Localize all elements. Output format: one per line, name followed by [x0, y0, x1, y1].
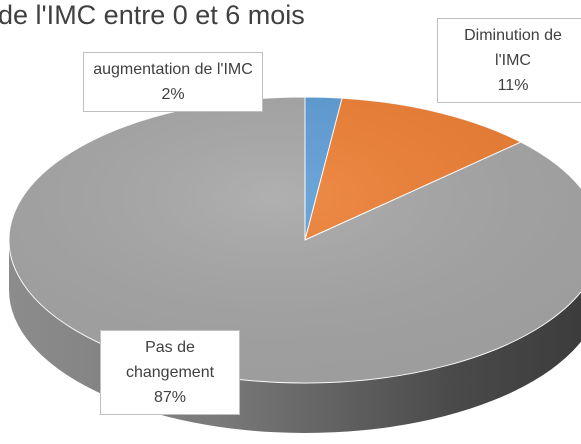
label-category: Pas de changement [125, 339, 215, 381]
label-category: augmentation de l'IMC [93, 61, 253, 78]
data-label: augmentation de l'IMC 2% [83, 52, 263, 112]
label-value: 87% [153, 389, 187, 406]
label-value: 2% [161, 86, 185, 103]
label-category: Diminution de l'IMC [464, 27, 562, 69]
label-value: 11% [497, 77, 529, 94]
data-label: Diminution de l'IMC 11% [437, 18, 581, 103]
data-label: Pas de changement 87% [100, 330, 240, 415]
pie-shade [9, 97, 581, 383]
chart-title: de l'IMC entre 0 et 6 mois [0, 0, 305, 30]
